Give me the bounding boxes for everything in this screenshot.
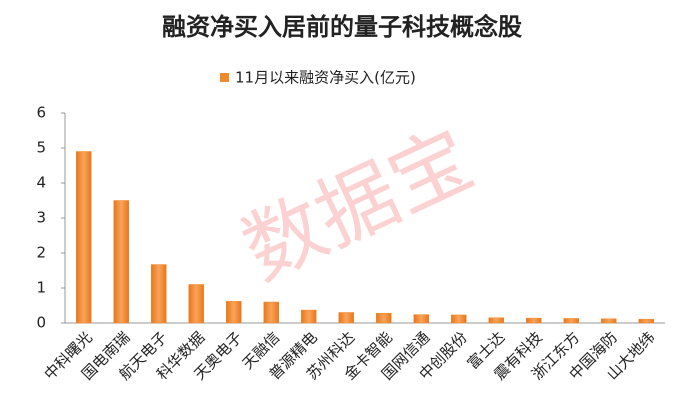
bar bbox=[113, 200, 129, 324]
bar bbox=[488, 317, 504, 324]
y-tick-label: 6 bbox=[36, 104, 46, 122]
bar bbox=[526, 317, 542, 324]
bar bbox=[263, 301, 279, 324]
bar bbox=[338, 312, 354, 324]
bar bbox=[188, 284, 204, 324]
y-tick-label: 5 bbox=[36, 139, 46, 157]
y-tick-label: 2 bbox=[36, 244, 46, 262]
bar bbox=[151, 264, 167, 324]
y-tick-label: 4 bbox=[36, 174, 46, 192]
bar bbox=[413, 314, 429, 324]
bar bbox=[301, 309, 317, 324]
legend-swatch bbox=[220, 73, 229, 82]
legend-label: 11月以来融资净买入(亿元) bbox=[235, 69, 416, 87]
bar bbox=[76, 151, 92, 324]
y-tick-label: 0 bbox=[36, 314, 46, 332]
y-tick-label: 3 bbox=[36, 209, 46, 227]
watermark: 数据宝 bbox=[229, 112, 486, 298]
bar bbox=[601, 318, 617, 324]
y-tick-label: 1 bbox=[36, 279, 46, 297]
chart-title: 融资净买入居前的量子科技概念股 bbox=[162, 13, 522, 41]
bar bbox=[638, 318, 654, 324]
bar bbox=[451, 314, 467, 324]
bar bbox=[376, 312, 392, 324]
bar bbox=[563, 318, 579, 324]
bar bbox=[226, 301, 242, 324]
